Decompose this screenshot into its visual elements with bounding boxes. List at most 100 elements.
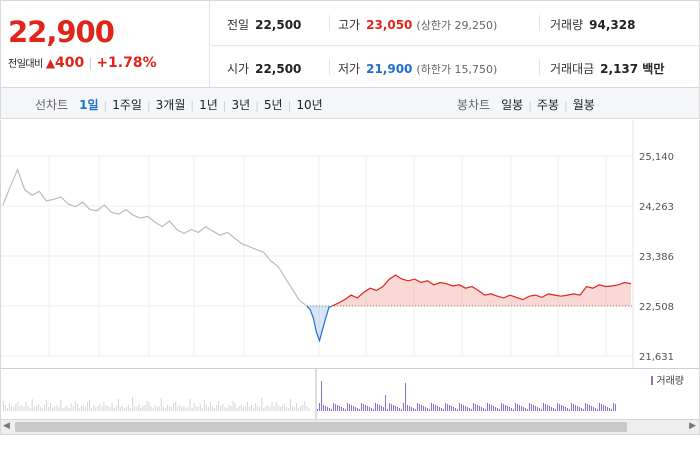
volume-bar — [255, 403, 257, 411]
stat-label: 전일 — [227, 18, 250, 32]
volume-bar — [259, 407, 261, 411]
volume-bar — [72, 406, 74, 411]
volume-bar — [181, 407, 183, 411]
volume-bar — [13, 407, 15, 411]
volume-bar — [507, 406, 508, 411]
price-chart[interactable]: 25,140 24,263 23,386 22,508 21,631 — [0, 120, 700, 368]
volume-bar — [501, 403, 502, 411]
volume-bar — [244, 406, 246, 411]
stat-volume: 거래량 94,328 — [550, 16, 635, 33]
volume-bar — [197, 407, 199, 411]
volume-swatch — [651, 376, 654, 385]
volume-bar — [23, 407, 25, 411]
volume-bar — [246, 402, 248, 411]
stat-high: 고가 23,050 (상한가 29,250) — [338, 16, 497, 33]
volume-bars — [3, 369, 616, 419]
volume-bar — [177, 406, 179, 411]
scroll-thumb[interactable] — [15, 422, 627, 432]
volume-bar — [263, 408, 265, 411]
volume-bar — [537, 407, 538, 411]
volume-bar — [351, 405, 352, 411]
change-row: 전일대비 ▲400 | +1.78% — [8, 55, 157, 71]
volume-bar — [457, 409, 458, 411]
volume-bar — [421, 405, 422, 411]
volume-bar — [569, 409, 570, 411]
volume-bar — [220, 406, 222, 411]
volume-bar — [277, 405, 279, 411]
volume-bar — [298, 408, 300, 411]
volume-bar — [56, 405, 58, 411]
line-chart-periods: 선차트 1일 | 1주일 | 3개월 | 1년 | 3년 | 5년 | 10년 — [35, 96, 324, 113]
volume-bar — [605, 406, 606, 411]
divider: | — [88, 56, 93, 70]
volume-bar — [591, 406, 592, 411]
candle-tab-weekly[interactable]: 주봉 — [536, 98, 560, 112]
volume-bar — [48, 407, 50, 411]
volume-bar — [355, 407, 356, 411]
volume-bar — [95, 407, 97, 411]
volume-bar — [267, 405, 269, 411]
volume-bar — [529, 403, 530, 411]
volume-bar — [493, 406, 494, 411]
period-tab-3m[interactable]: 3개월 — [155, 98, 186, 112]
volume-bar — [21, 405, 23, 411]
candle-tab-monthly[interactable]: 월봉 — [572, 98, 595, 112]
period-tab-1w[interactable]: 1주일 — [112, 98, 142, 112]
period-tab-1d[interactable]: 1일 — [79, 98, 99, 112]
volume-bar — [377, 404, 378, 411]
scroll-left-icon[interactable]: ◀ — [3, 421, 10, 431]
volume-bar — [395, 406, 396, 411]
volume-bar — [399, 408, 400, 411]
volume-bar — [435, 405, 436, 411]
volume-bar — [523, 407, 524, 411]
change-label: 전일대비 — [8, 59, 43, 70]
volume-bar — [487, 403, 488, 411]
volume-bar — [304, 401, 306, 411]
lower-limit: (하한가 15,750) — [416, 63, 498, 76]
candle-tab-daily[interactable]: 일봉 — [501, 98, 524, 112]
volume-bar — [68, 408, 70, 411]
chart-scrollbar[interactable]: ◀ ▶ — [0, 420, 700, 435]
volume-bar — [405, 383, 406, 411]
volume-bar — [218, 401, 220, 411]
period-bar: 선차트 1일 | 1주일 | 3개월 | 1년 | 3년 | 5년 | 10년 봉차트 일봉 | 주봉 | 월봉 — [0, 88, 700, 119]
stat-value: 21,900 — [366, 62, 413, 76]
period-tab-3y[interactable]: 3년 — [231, 98, 251, 112]
period-tab-5y[interactable]: 5년 — [263, 98, 283, 112]
volume-bar — [385, 395, 386, 411]
volume-bar — [117, 399, 119, 411]
volume-bar — [44, 405, 45, 411]
volume-bar — [603, 405, 604, 411]
volume-bar — [201, 408, 203, 411]
quote-panel: 22,900 전일대비 ▲400 | +1.78% 전일 22,500 고가 23,050… — [0, 0, 700, 88]
y-tick-label: 21,631 — [639, 352, 674, 363]
volume-bar — [595, 408, 596, 411]
volume-bar — [571, 403, 572, 411]
price-chart-svg: 25,140 24,263 23,386 22,508 21,631 — [1, 120, 674, 368]
volume-bar — [128, 405, 129, 411]
volume-bar — [419, 404, 420, 411]
volume-bar — [35, 406, 37, 411]
volume-bar — [183, 406, 185, 411]
volume-bar — [195, 406, 197, 411]
volume-bar — [285, 407, 287, 411]
volume-bar — [329, 408, 330, 411]
volume-bar — [367, 406, 368, 411]
volume-bar — [445, 403, 446, 411]
volume-bar — [123, 408, 125, 411]
period-tab-10y[interactable]: 10년 — [296, 98, 323, 112]
volume-bar — [561, 405, 562, 411]
volume-bar — [413, 408, 414, 411]
volume-bar — [302, 405, 304, 411]
volume-bar — [541, 409, 542, 411]
scroll-right-icon[interactable]: ▶ — [689, 421, 696, 431]
period-tab-1y[interactable]: 1년 — [199, 98, 218, 112]
volume-bar — [64, 407, 66, 411]
volume-bar — [437, 406, 438, 411]
volume-bar — [89, 400, 91, 411]
volume-bar — [296, 403, 298, 411]
volume-bar — [359, 409, 360, 411]
volume-bar — [193, 403, 195, 411]
volume-bar — [281, 406, 283, 411]
volume-bar — [46, 400, 47, 411]
